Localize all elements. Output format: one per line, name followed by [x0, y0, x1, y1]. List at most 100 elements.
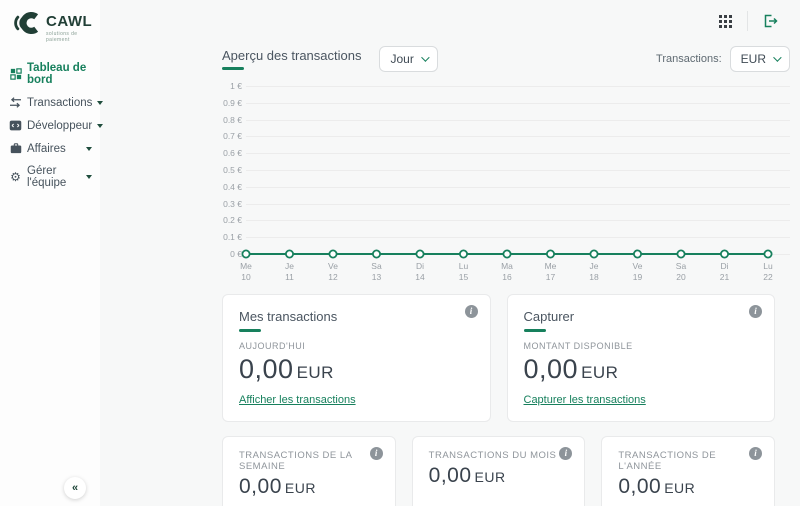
info-icon[interactable]: i	[369, 447, 383, 460]
transactions-line-chart: 1 € 0.9 € 0.8 € 0.7 € 0.6 € 0.5 € 0.4 € 0.3 € 0.…	[222, 81, 790, 283]
gridline	[246, 186, 790, 188]
sidebar-item-developpeur[interactable]: Développeur	[0, 114, 104, 137]
y-axis-tick: 0.2 €	[223, 215, 242, 226]
sidebar-item-transactions[interactable]: Transactions	[0, 91, 104, 114]
sidebar-item-gerer-l-equipe[interactable]: ⚙ Gérer l'équipe	[0, 160, 100, 194]
sidebar-item-label: Développeur	[27, 119, 93, 132]
gridline	[246, 86, 790, 87]
chevron-down-icon	[86, 175, 92, 179]
x-axis-label: Ve 19	[632, 261, 643, 283]
brand-tagline: solutions de paiement	[46, 31, 78, 43]
summary-cards-row: Mes transactions i AUJOURD'HUI 0,00 EUR …	[222, 294, 775, 422]
brand-logo-icon	[12, 9, 42, 42]
data-point-marker	[458, 249, 468, 259]
chevron-down-icon	[420, 53, 430, 62]
main-content: Aperçu des transactions Jour Transaction…	[100, 0, 800, 506]
collapse-sidebar-button[interactable]: «	[64, 477, 86, 499]
card-title: Mes transactions	[239, 309, 337, 332]
x-axis-label: Ve 12	[328, 261, 338, 283]
amount-value: 0,00	[239, 475, 282, 498]
amount: 0,00 EUR	[618, 475, 758, 499]
x-axis-label: Me 10	[240, 261, 252, 283]
sidebar-item-label: Transactions	[27, 96, 93, 109]
developer-icon	[9, 119, 22, 132]
card-title: Capturer	[523, 309, 574, 332]
data-point-marker	[285, 249, 295, 259]
brand: CAWL solutions de paiement	[0, 0, 100, 57]
y-axis-tick: 0.4 €	[223, 181, 242, 192]
y-axis-tick: 0.9 €	[223, 97, 242, 108]
stat-label: TRANSACTIONS DE L'ANNÉE	[618, 450, 717, 472]
y-axis-tick: 0.3 €	[223, 198, 242, 209]
sidebar-item-affaires[interactable]: Affaires	[0, 137, 100, 160]
gridline	[246, 220, 790, 222]
chevron-down-icon	[97, 123, 104, 128]
amount-currency: EUR	[581, 363, 619, 382]
gridline	[246, 170, 790, 171]
x-axis-label: Je 11	[285, 261, 294, 283]
card-mes-transactions: Mes transactions i AUJOURD'HUI 0,00 EUR …	[222, 294, 491, 422]
amount-currency: EUR	[296, 363, 334, 382]
brand-name: CAWL	[46, 13, 93, 30]
sidebar-item-label: Tableau de bord	[27, 62, 87, 86]
chevron-down-icon	[773, 53, 782, 62]
chevrons-left-icon: «	[71, 482, 79, 494]
amount-value: 0,00	[618, 475, 662, 498]
x-axis-label: Sa 13	[371, 261, 382, 283]
data-point-marker	[589, 249, 599, 259]
view-transactions-link[interactable]: Afficher les transactions	[239, 394, 356, 406]
line-series-Transactions	[241, 249, 773, 259]
x-axis-label: Ma 16	[501, 261, 513, 283]
info-icon[interactable]: i	[749, 447, 763, 460]
y-axis-tick: 0.7 €	[223, 131, 242, 142]
card-subtitle: AUJOURD'HUI	[239, 341, 306, 351]
amount: 0,00 EUR	[524, 354, 759, 385]
sidebar: CAWL solutions de paiement Tableau de bo…	[0, 0, 104, 506]
stat-cards-row: i TRANSACTIONS DE LA SEMAINE 0,00 EUR i …	[222, 436, 776, 506]
sidebar-nav: Tableau de bord Transactions Développeur…	[0, 57, 104, 194]
y-axis-tick: 1 €	[230, 81, 242, 91]
header-divider	[747, 11, 748, 31]
apps-grid-icon[interactable]	[718, 14, 733, 29]
amount: 0,00 EUR	[239, 354, 474, 385]
y-axis-tick: 0.6 €	[223, 148, 242, 159]
chevron-down-icon	[97, 100, 104, 105]
card-transactions-mois: i TRANSACTIONS DU MOIS 0,00 EUR	[411, 436, 586, 506]
amount-currency: EUR	[284, 480, 316, 496]
stat-label: TRANSACTIONS DU MOIS	[428, 450, 557, 461]
logout-icon[interactable]	[762, 13, 778, 29]
chevron-down-icon	[86, 146, 92, 151]
sidebar-item-tableau-de-bord[interactable]: Tableau de bord	[0, 57, 100, 91]
data-point-marker	[763, 249, 773, 259]
info-icon[interactable]: i	[559, 447, 573, 460]
gridline	[246, 102, 790, 104]
gear-icon: ⚙	[10, 170, 21, 184]
card-subtitle: MONTANT DISPONIBLE	[523, 341, 633, 351]
data-point-marker	[632, 249, 642, 259]
gridline	[246, 153, 790, 155]
data-point-marker	[415, 249, 425, 259]
header-actions	[718, 11, 778, 31]
y-axis-tick: 0 €	[230, 249, 242, 259]
dashboard-icon	[9, 68, 22, 81]
stat-label: TRANSACTIONS DE LA SEMAINE	[239, 450, 352, 472]
amount-value: 0,00	[428, 464, 472, 487]
data-point-marker	[502, 249, 512, 259]
data-point-marker	[676, 249, 686, 259]
gridline	[246, 119, 790, 121]
capture-transactions-link[interactable]: Capturer les transactions	[523, 394, 646, 406]
info-icon[interactable]: i	[749, 305, 762, 318]
x-axis-label: Lu 15	[458, 261, 469, 283]
amount: 0,00 EUR	[429, 464, 569, 488]
info-icon[interactable]: i	[464, 305, 478, 318]
x-axis-label: Je 18	[589, 261, 599, 283]
briefcase-icon	[9, 142, 22, 155]
amount: 0,00 EUR	[239, 475, 379, 499]
period-dropdown-value: Jour	[390, 52, 414, 66]
period-dropdown[interactable]: Jour	[379, 46, 438, 72]
currency-dropdown[interactable]: EUR	[729, 46, 790, 72]
y-axis-tick: 0.5 €	[223, 165, 242, 175]
data-point-marker	[545, 249, 555, 259]
transfer-arrows-icon	[9, 96, 22, 109]
